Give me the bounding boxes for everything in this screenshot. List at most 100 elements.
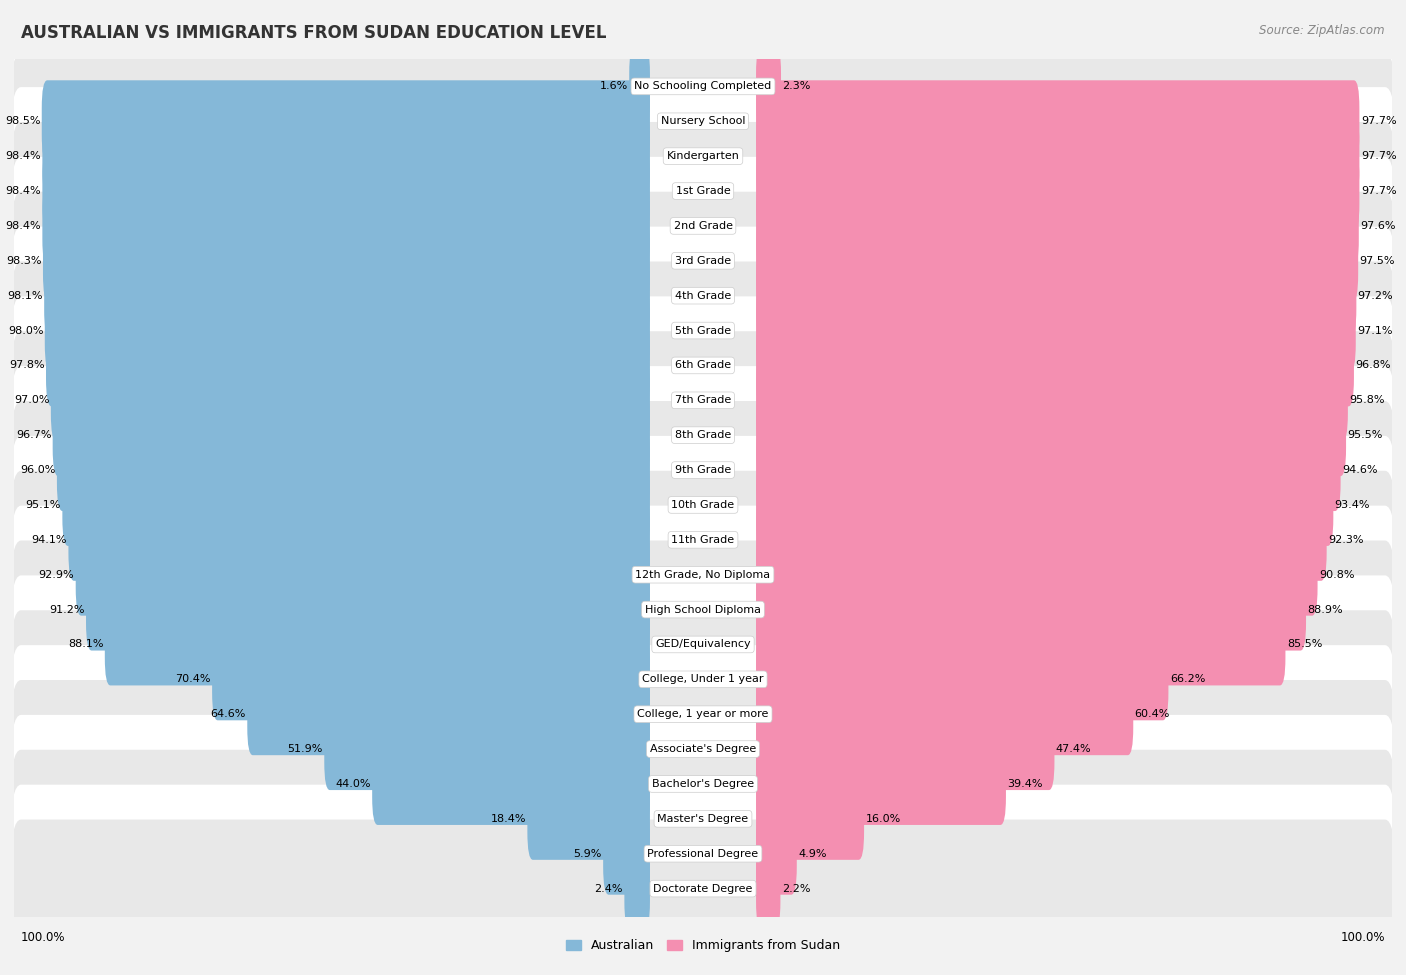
- FancyBboxPatch shape: [11, 610, 1395, 749]
- FancyBboxPatch shape: [11, 575, 1395, 714]
- FancyBboxPatch shape: [105, 604, 650, 685]
- Text: Bachelor's Degree: Bachelor's Degree: [652, 779, 754, 789]
- FancyBboxPatch shape: [756, 813, 797, 895]
- Text: No Schooling Completed: No Schooling Completed: [634, 81, 772, 92]
- FancyBboxPatch shape: [42, 150, 650, 232]
- Text: 88.1%: 88.1%: [67, 640, 104, 649]
- FancyBboxPatch shape: [11, 750, 1395, 888]
- FancyBboxPatch shape: [756, 464, 1333, 546]
- FancyBboxPatch shape: [756, 604, 1285, 685]
- Text: College, Under 1 year: College, Under 1 year: [643, 675, 763, 684]
- FancyBboxPatch shape: [212, 639, 650, 721]
- FancyBboxPatch shape: [11, 122, 1395, 260]
- FancyBboxPatch shape: [247, 673, 650, 756]
- FancyBboxPatch shape: [756, 80, 1360, 162]
- FancyBboxPatch shape: [630, 46, 650, 128]
- FancyBboxPatch shape: [756, 743, 1005, 825]
- FancyBboxPatch shape: [62, 464, 650, 546]
- Text: 98.4%: 98.4%: [6, 186, 41, 196]
- FancyBboxPatch shape: [756, 185, 1358, 267]
- Text: 1st Grade: 1st Grade: [676, 186, 730, 196]
- FancyBboxPatch shape: [756, 847, 780, 929]
- FancyBboxPatch shape: [756, 360, 1348, 442]
- FancyBboxPatch shape: [756, 219, 1358, 302]
- FancyBboxPatch shape: [756, 639, 1168, 721]
- Text: 51.9%: 51.9%: [287, 744, 323, 754]
- Text: 4th Grade: 4th Grade: [675, 291, 731, 300]
- Text: 97.7%: 97.7%: [1361, 186, 1396, 196]
- FancyBboxPatch shape: [756, 568, 1306, 650]
- FancyBboxPatch shape: [11, 261, 1395, 400]
- Text: 98.5%: 98.5%: [4, 116, 41, 127]
- Text: 100.0%: 100.0%: [21, 931, 66, 944]
- FancyBboxPatch shape: [42, 115, 650, 197]
- Text: 11th Grade: 11th Grade: [672, 535, 734, 545]
- Text: 1.6%: 1.6%: [599, 81, 628, 92]
- Text: High School Diploma: High School Diploma: [645, 604, 761, 614]
- Text: 96.8%: 96.8%: [1355, 361, 1391, 370]
- Text: 70.4%: 70.4%: [176, 675, 211, 684]
- Text: 98.3%: 98.3%: [6, 255, 42, 266]
- FancyBboxPatch shape: [756, 150, 1360, 232]
- Text: 39.4%: 39.4%: [1007, 779, 1043, 789]
- FancyBboxPatch shape: [11, 226, 1395, 365]
- Text: 60.4%: 60.4%: [1135, 709, 1170, 720]
- FancyBboxPatch shape: [756, 429, 1340, 511]
- FancyBboxPatch shape: [11, 18, 1395, 155]
- FancyBboxPatch shape: [42, 185, 650, 267]
- Text: 92.3%: 92.3%: [1329, 535, 1364, 545]
- FancyBboxPatch shape: [44, 254, 650, 336]
- FancyBboxPatch shape: [756, 708, 1054, 790]
- Text: Master's Degree: Master's Degree: [658, 814, 748, 824]
- Text: 12th Grade, No Diploma: 12th Grade, No Diploma: [636, 569, 770, 580]
- FancyBboxPatch shape: [11, 53, 1395, 190]
- FancyBboxPatch shape: [11, 680, 1395, 818]
- Text: 97.0%: 97.0%: [14, 395, 49, 406]
- Text: 88.9%: 88.9%: [1308, 604, 1343, 614]
- FancyBboxPatch shape: [11, 296, 1395, 435]
- Text: 92.9%: 92.9%: [39, 569, 75, 580]
- FancyBboxPatch shape: [11, 785, 1395, 922]
- FancyBboxPatch shape: [11, 192, 1395, 330]
- Text: 98.4%: 98.4%: [6, 151, 41, 161]
- Text: 5.9%: 5.9%: [574, 848, 602, 859]
- FancyBboxPatch shape: [756, 115, 1360, 197]
- Text: 8th Grade: 8th Grade: [675, 430, 731, 440]
- Text: 95.8%: 95.8%: [1350, 395, 1385, 406]
- FancyBboxPatch shape: [11, 332, 1395, 469]
- Text: 98.1%: 98.1%: [7, 291, 42, 300]
- Text: 9th Grade: 9th Grade: [675, 465, 731, 475]
- FancyBboxPatch shape: [325, 708, 650, 790]
- Text: 47.4%: 47.4%: [1056, 744, 1091, 754]
- Text: 95.1%: 95.1%: [25, 500, 60, 510]
- Text: 98.0%: 98.0%: [8, 326, 44, 335]
- FancyBboxPatch shape: [45, 290, 650, 371]
- Text: 98.4%: 98.4%: [6, 221, 41, 231]
- Text: 94.6%: 94.6%: [1341, 465, 1378, 475]
- FancyBboxPatch shape: [11, 820, 1395, 957]
- FancyBboxPatch shape: [11, 471, 1395, 608]
- Text: 96.7%: 96.7%: [15, 430, 51, 440]
- FancyBboxPatch shape: [756, 46, 780, 128]
- Text: Associate's Degree: Associate's Degree: [650, 744, 756, 754]
- Text: 64.6%: 64.6%: [211, 709, 246, 720]
- FancyBboxPatch shape: [11, 367, 1395, 504]
- Text: 97.1%: 97.1%: [1357, 326, 1392, 335]
- Text: 16.0%: 16.0%: [866, 814, 901, 824]
- Text: Professional Degree: Professional Degree: [647, 848, 759, 859]
- Text: Kindergarten: Kindergarten: [666, 151, 740, 161]
- Text: College, 1 year or more: College, 1 year or more: [637, 709, 769, 720]
- Text: 3rd Grade: 3rd Grade: [675, 255, 731, 266]
- Text: 2.2%: 2.2%: [782, 883, 810, 894]
- FancyBboxPatch shape: [756, 778, 865, 860]
- Text: 97.7%: 97.7%: [1361, 151, 1396, 161]
- Text: 97.6%: 97.6%: [1360, 221, 1396, 231]
- FancyBboxPatch shape: [756, 394, 1346, 476]
- Text: 2.3%: 2.3%: [782, 81, 811, 92]
- FancyBboxPatch shape: [756, 673, 1133, 756]
- Text: 96.0%: 96.0%: [20, 465, 55, 475]
- Text: GED/Equivalency: GED/Equivalency: [655, 640, 751, 649]
- FancyBboxPatch shape: [756, 290, 1355, 371]
- FancyBboxPatch shape: [52, 394, 650, 476]
- Legend: Australian, Immigrants from Sudan: Australian, Immigrants from Sudan: [561, 934, 845, 957]
